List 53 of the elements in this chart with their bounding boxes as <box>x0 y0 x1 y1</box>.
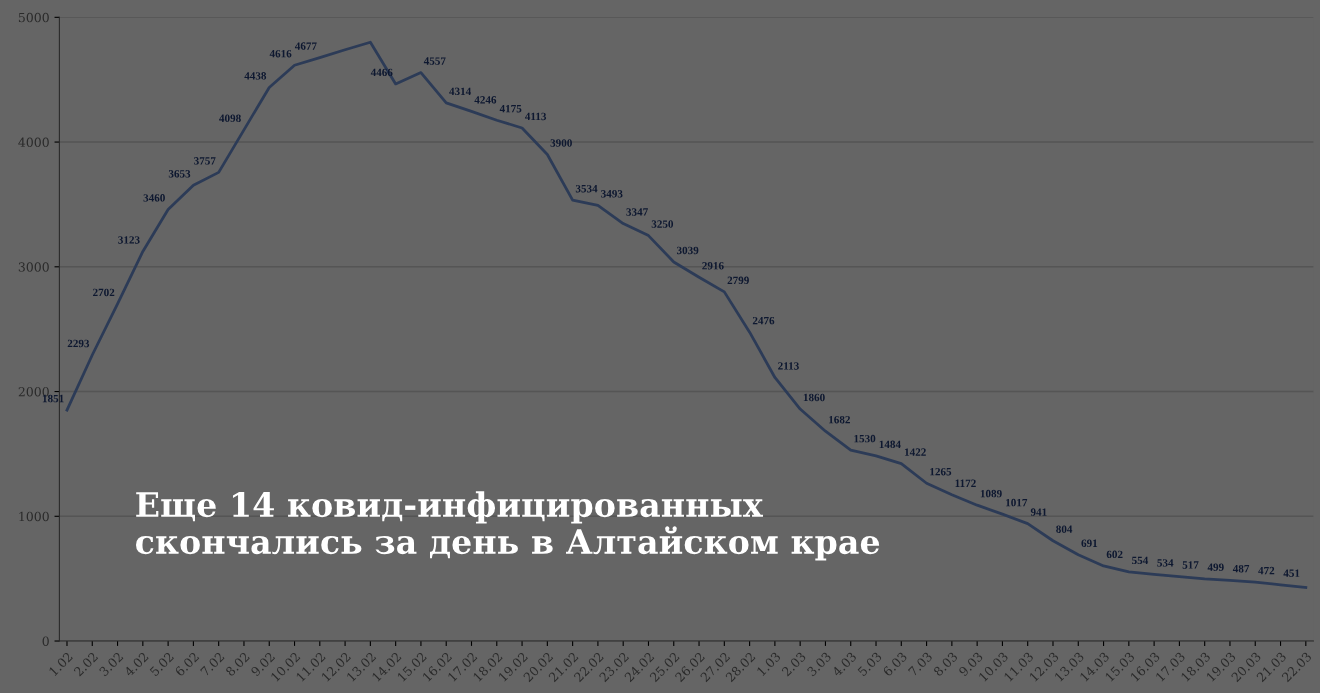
data-label: 2293 <box>67 339 90 348</box>
data-label: 3534 <box>575 184 598 193</box>
data-label: 1860 <box>803 393 825 402</box>
data-label: 1682 <box>829 415 850 424</box>
data-label: 2702 <box>93 288 115 297</box>
data-label: 3039 <box>676 246 699 255</box>
data-label: 4113 <box>525 112 547 121</box>
data-label: 2113 <box>778 362 799 370</box>
y-tick-label: 4000 <box>18 137 49 147</box>
data-label: 804 <box>1056 525 1073 533</box>
data-label: 472 <box>1258 566 1275 575</box>
y-tick-label: 3000 <box>18 262 49 272</box>
data-label: 1422 <box>904 448 926 456</box>
data-label: 4616 <box>269 49 292 58</box>
data-label: 1484 <box>879 440 901 449</box>
data-label: 3493 <box>601 190 623 198</box>
data-label: 2916 <box>702 262 724 270</box>
data-label: 3653 <box>168 170 191 178</box>
data-label: 691 <box>1081 539 1098 548</box>
data-label: 4466 <box>370 68 393 77</box>
y-tick-label: 0 <box>42 636 49 646</box>
y-tick-label: 5000 <box>18 12 49 23</box>
data-label: 3460 <box>143 194 165 202</box>
data-label: 451 <box>1283 569 1300 577</box>
data-label: 1172 <box>955 479 976 487</box>
line-series <box>65 40 1308 589</box>
data-label: 2799 <box>727 276 749 285</box>
y-tick-label: 1000 <box>19 511 49 522</box>
data-label: 3900 <box>550 139 572 147</box>
data-label: 4175 <box>499 104 522 113</box>
data-label: 3347 <box>626 208 648 216</box>
data-label: 4098 <box>219 114 241 123</box>
data-label: 4246 <box>474 96 497 104</box>
data-label: 3250 <box>651 220 674 228</box>
data-label: 1089 <box>980 489 1002 498</box>
data-label: 4557 <box>423 57 446 65</box>
text: Еще 14 ковид-инфицированных скончались за день в Алтайском крае <box>136 491 880 561</box>
data-label: 4314 <box>449 87 472 96</box>
data-label: 2476 <box>752 316 775 325</box>
data-label: 554 <box>1132 556 1149 565</box>
data-label: 941 <box>1030 508 1047 516</box>
data-label: 499 <box>1207 563 1224 571</box>
data-label: 1265 <box>930 467 952 476</box>
data-label: 534 <box>1157 559 1174 567</box>
data-label: 1017 <box>1006 498 1028 507</box>
data-label: 602 <box>1106 550 1123 559</box>
data-label: 4438 <box>244 72 267 80</box>
data-label: 4677 <box>294 42 317 50</box>
data-label: 3123 <box>118 236 140 244</box>
data-label: 517 <box>1182 561 1199 569</box>
data-label: 487 <box>1232 564 1250 573</box>
data-label: 1530 <box>854 434 876 443</box>
data-label: 3757 <box>194 157 216 165</box>
